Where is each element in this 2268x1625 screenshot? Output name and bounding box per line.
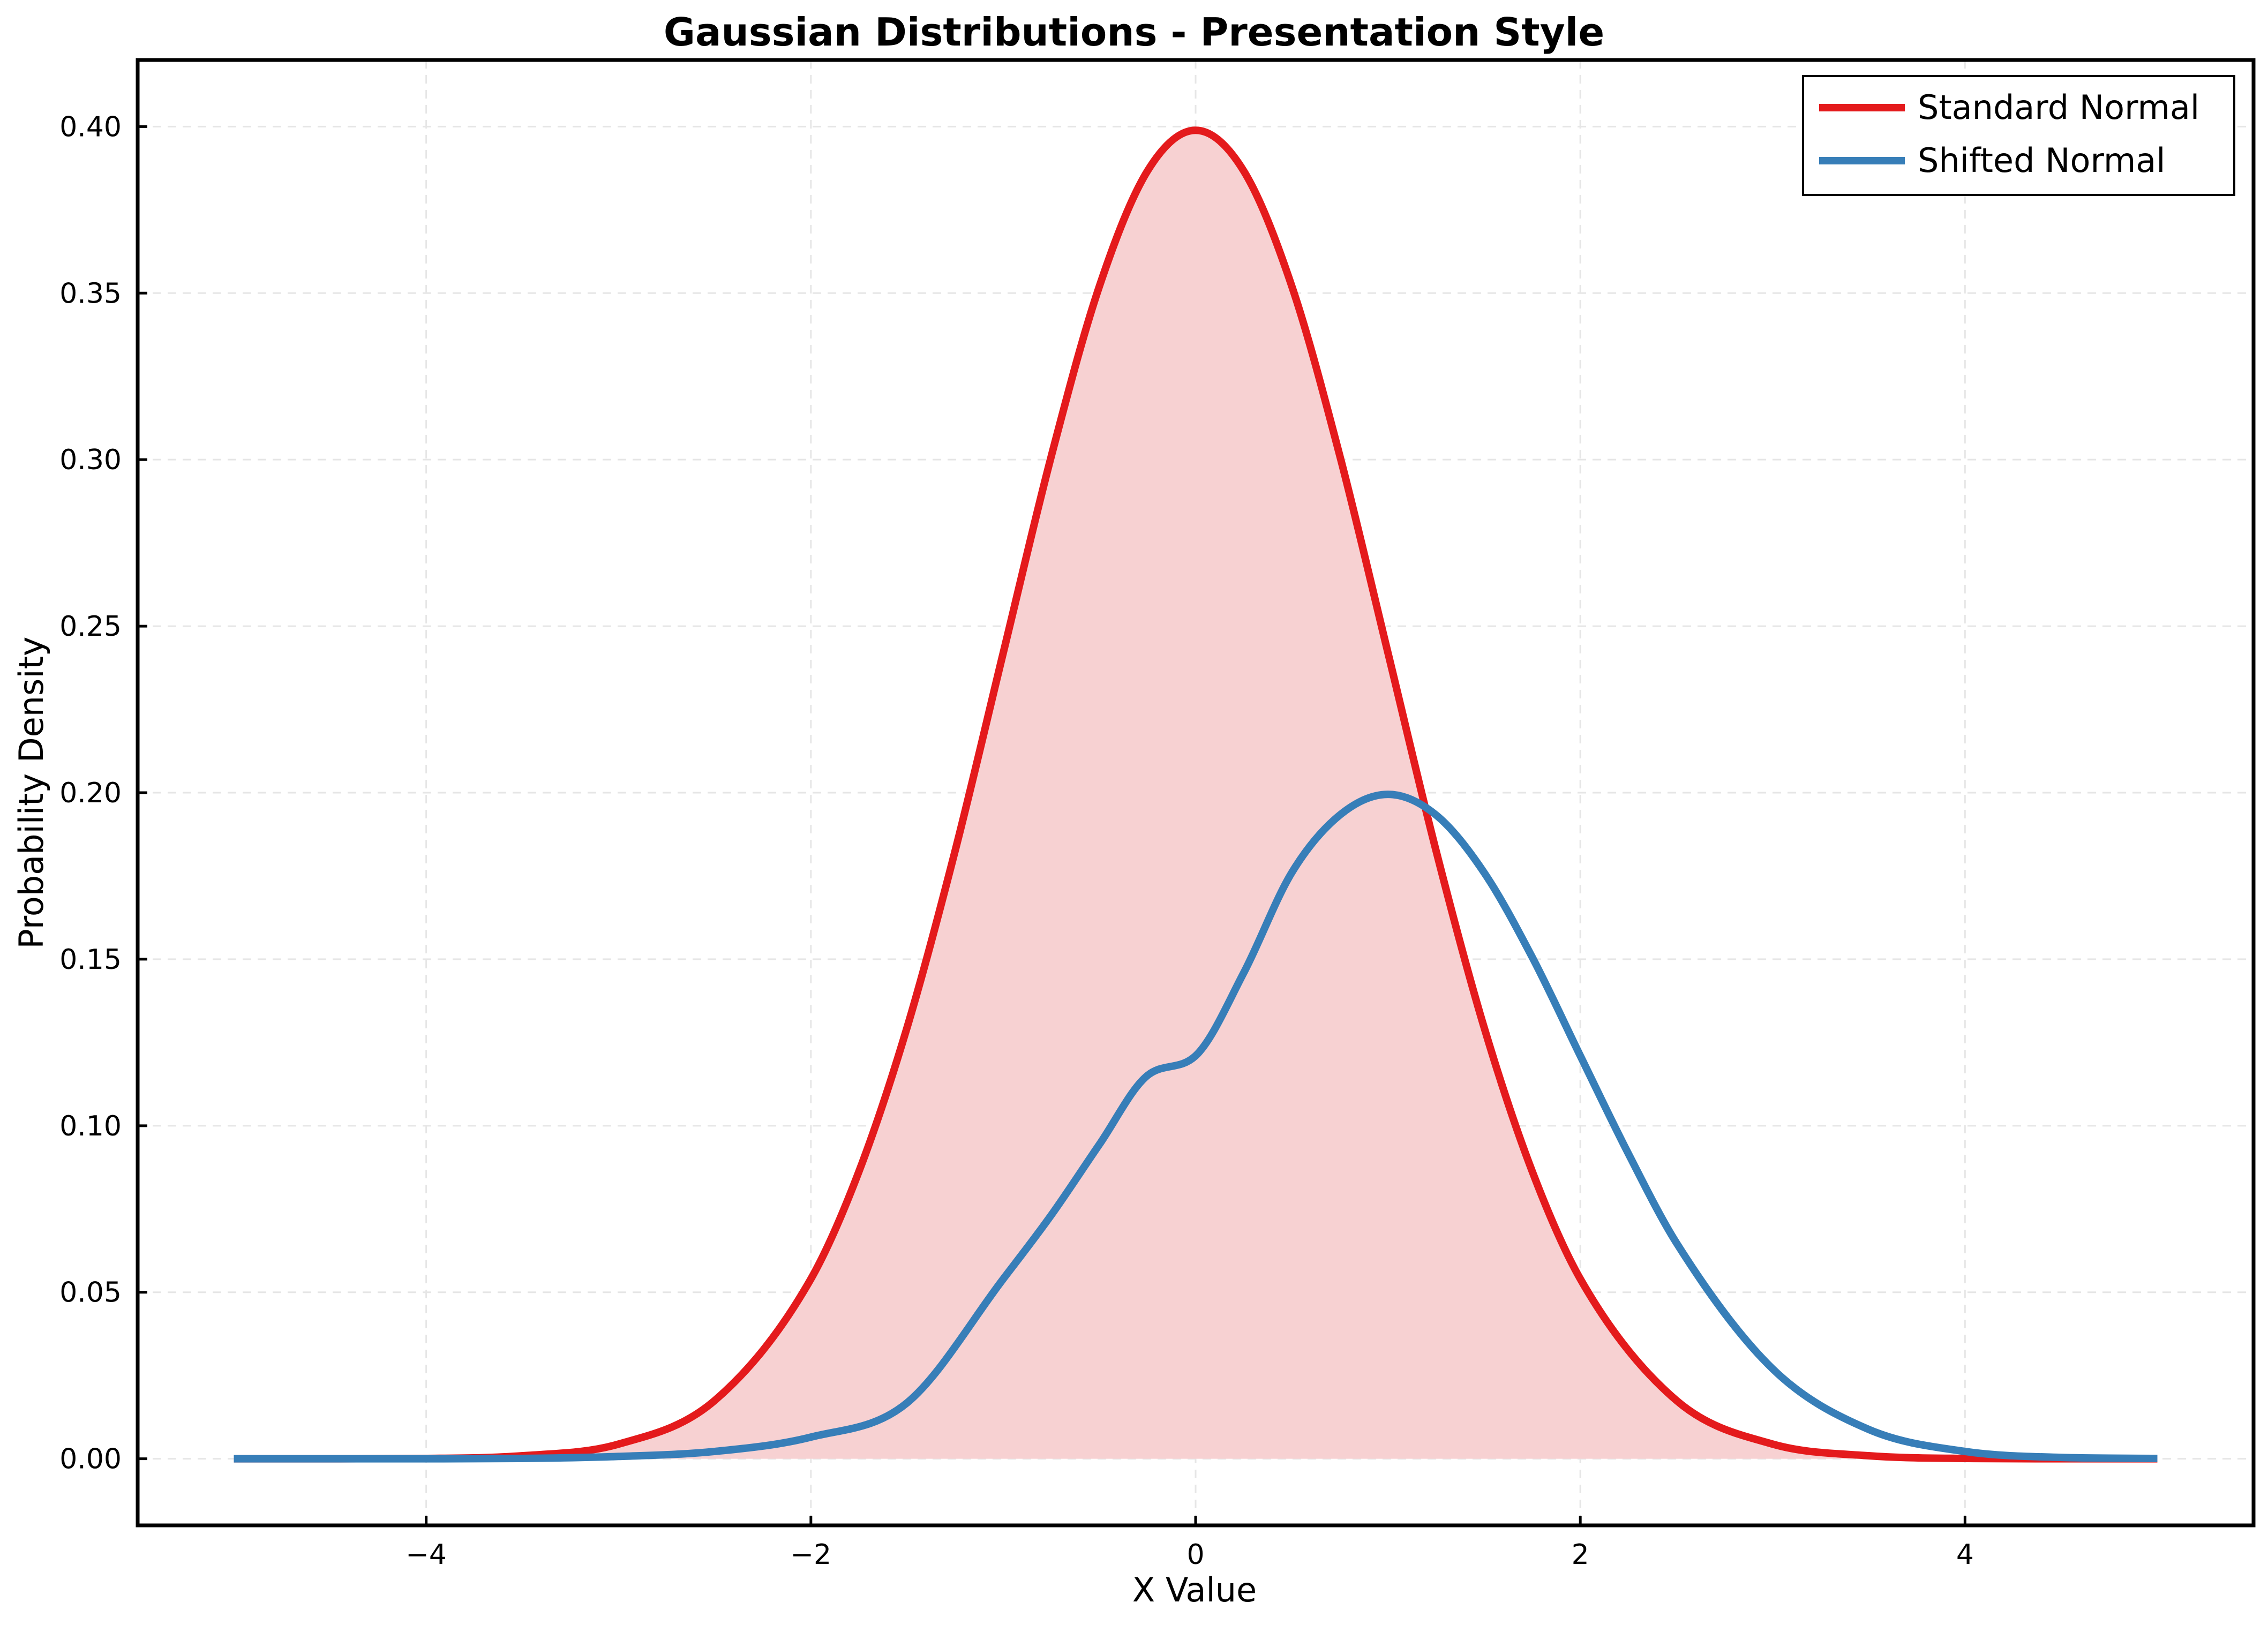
x-tick-label: 0 (1186, 1539, 1204, 1571)
series-lines (234, 126, 2158, 1463)
y-tick-label: 0.00 (59, 1443, 122, 1476)
x-tick-label: 2 (1572, 1539, 1589, 1571)
legend-label-standard-normal: Standard Normal (1918, 88, 2199, 127)
y-tick-label: 0.15 (59, 944, 122, 976)
plot-frame (136, 58, 2256, 1528)
x-tick-label: −2 (790, 1539, 831, 1571)
ticks: −4 −2 0 2 4 0.00 0.05 0.10 0.15 0.20 0.25 0.30 0.35 0… (59, 111, 1974, 1571)
x-tick-label: 4 (1956, 1539, 1974, 1571)
legend: Standard Normal Shifted Normal (1802, 75, 2235, 196)
area-fill-layer (234, 130, 2158, 1459)
legend-box (1802, 75, 2235, 196)
y-tick-label: 0.10 (59, 1110, 122, 1142)
y-tick-label: 0.05 (59, 1277, 122, 1309)
y-tick-label: 0.25 (59, 611, 122, 643)
y-tick-label: 0.20 (59, 777, 122, 809)
y-tick-label: 0.35 (59, 277, 122, 310)
legend-label-shifted-normal: Shifted Normal (1918, 141, 2165, 180)
x-tick-label: −4 (405, 1539, 447, 1571)
series-line-standard-normal (234, 126, 2158, 1463)
y-axis-label: Probability Density (12, 636, 51, 949)
chart-title: Gaussian Distributions - Presentation St… (664, 10, 1604, 55)
area-fill-standard-normal (234, 130, 2158, 1459)
series-line-shifted-normal (234, 791, 2158, 1463)
y-tick-label: 0.30 (59, 444, 122, 476)
y-tick-label: 0.40 (59, 111, 122, 143)
x-axis-label: X Value (1132, 1570, 1257, 1609)
